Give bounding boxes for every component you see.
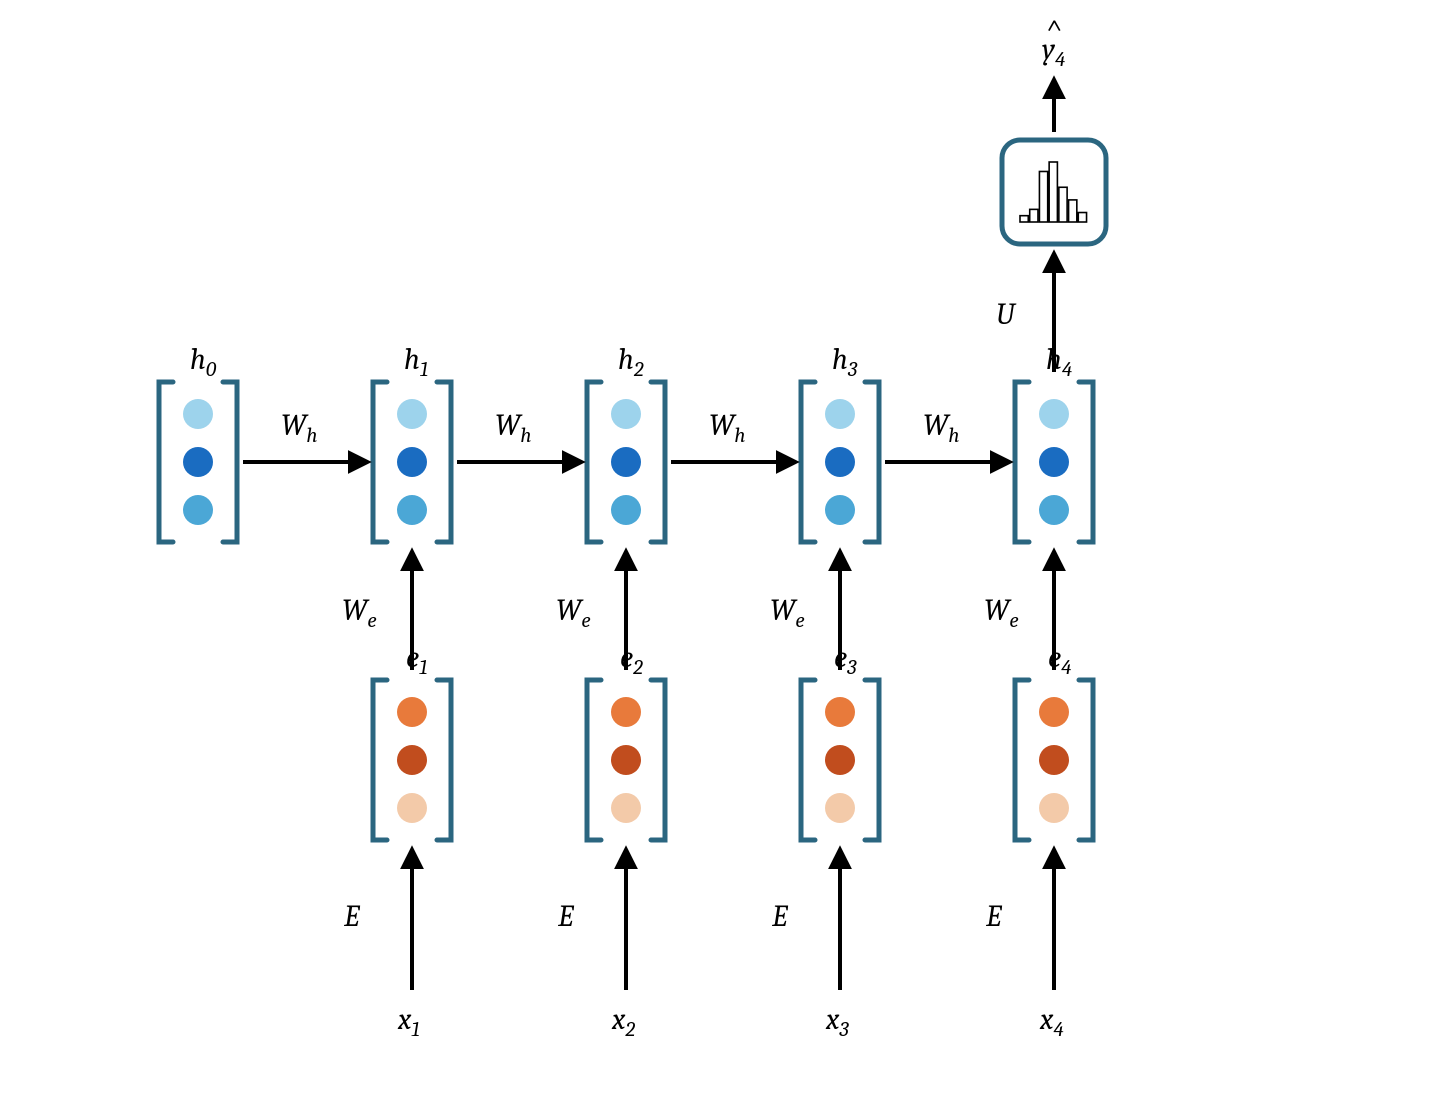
- e2-dot-1: [611, 745, 641, 775]
- h4-dot-2: [1039, 495, 1069, 525]
- h2-dot-2: [611, 495, 641, 525]
- e-box-2-left-bracket: [801, 680, 815, 840]
- e-box-2-right-bracket: [865, 680, 879, 840]
- h1-dot-1: [397, 447, 427, 477]
- h-box-0-right-bracket: [223, 382, 237, 542]
- h-box-3-left-bracket: [801, 382, 815, 542]
- h3-dot-1: [825, 447, 855, 477]
- diagram-svg: [0, 0, 1441, 1110]
- h3-dot-2: [825, 495, 855, 525]
- h-box-2-left-bracket: [587, 382, 601, 542]
- e-box-0-right-bracket: [437, 680, 451, 840]
- E-label-3: E: [986, 899, 1001, 934]
- e4-dot-1: [1039, 745, 1069, 775]
- output-box: [1002, 140, 1106, 244]
- h-box-1-right-bracket: [437, 382, 451, 542]
- h-label-4: h4: [1046, 342, 1072, 382]
- rnn-diagram: h0 h1 h2 h3 h4 Wh Wh Wh Wh e1 e2 e3 e4 We We We We Ex1 Ex2…: [0, 0, 1441, 1110]
- h-label-3: h3: [832, 342, 857, 382]
- x-label-1: x2: [612, 1002, 635, 1042]
- we-label-0: We: [342, 593, 377, 633]
- e-box-3-right-bracket: [1079, 680, 1093, 840]
- e2-dot-0: [611, 697, 641, 727]
- h1-dot-0: [397, 399, 427, 429]
- h4-dot-0: [1039, 399, 1069, 429]
- h2-dot-1: [611, 447, 641, 477]
- h-box-4-right-bracket: [1079, 382, 1093, 542]
- e-label-2: e3: [834, 640, 856, 680]
- h3-dot-0: [825, 399, 855, 429]
- h0-dot-0: [183, 399, 213, 429]
- e-label-1: e2: [620, 640, 643, 680]
- e4-dot-0: [1039, 697, 1069, 727]
- e-box-1-right-bracket: [651, 680, 665, 840]
- h-label-2: h2: [618, 342, 643, 382]
- e-box-1-left-bracket: [587, 680, 601, 840]
- h0-dot-1: [183, 447, 213, 477]
- E-label-2: E: [772, 899, 787, 934]
- h-label-0: h0: [190, 342, 216, 382]
- wh-label-2: Wh: [709, 408, 746, 448]
- e3-dot-2: [825, 793, 855, 823]
- h-box-0-left-bracket: [159, 382, 173, 542]
- yhat-label: ^y4: [1042, 32, 1065, 72]
- we-label-3: We: [984, 593, 1019, 633]
- wh-label-1: Wh: [495, 408, 532, 448]
- x-label-3: x4: [1040, 1002, 1064, 1042]
- we-label-1: We: [556, 593, 591, 633]
- U-label: U: [996, 297, 1015, 332]
- h-box-2-right-bracket: [651, 382, 665, 542]
- e-label-3: e4: [1048, 640, 1071, 680]
- e-box-0-left-bracket: [373, 680, 387, 840]
- e3-dot-0: [825, 697, 855, 727]
- e-label-0: e1: [406, 640, 427, 680]
- e4-dot-2: [1039, 793, 1069, 823]
- h0-dot-2: [183, 495, 213, 525]
- h-box-3-right-bracket: [865, 382, 879, 542]
- h1-dot-2: [397, 495, 427, 525]
- x-label-0: x1: [398, 1002, 420, 1042]
- h2-dot-0: [611, 399, 641, 429]
- e3-dot-1: [825, 745, 855, 775]
- we-label-2: We: [770, 593, 805, 633]
- e1-dot-0: [397, 697, 427, 727]
- h-box-1-left-bracket: [373, 382, 387, 542]
- E-label-1: E: [558, 899, 573, 934]
- E-label-0: E: [344, 899, 359, 934]
- h-box-4-left-bracket: [1015, 382, 1029, 542]
- wh-label-3: Wh: [923, 408, 960, 448]
- h4-dot-1: [1039, 447, 1069, 477]
- e-box-3-left-bracket: [1015, 680, 1029, 840]
- e1-dot-2: [397, 793, 427, 823]
- x-label-2: x3: [826, 1002, 849, 1042]
- wh-label-0: Wh: [281, 408, 318, 448]
- e1-dot-1: [397, 745, 427, 775]
- h-label-1: h1: [404, 342, 428, 382]
- e2-dot-2: [611, 793, 641, 823]
